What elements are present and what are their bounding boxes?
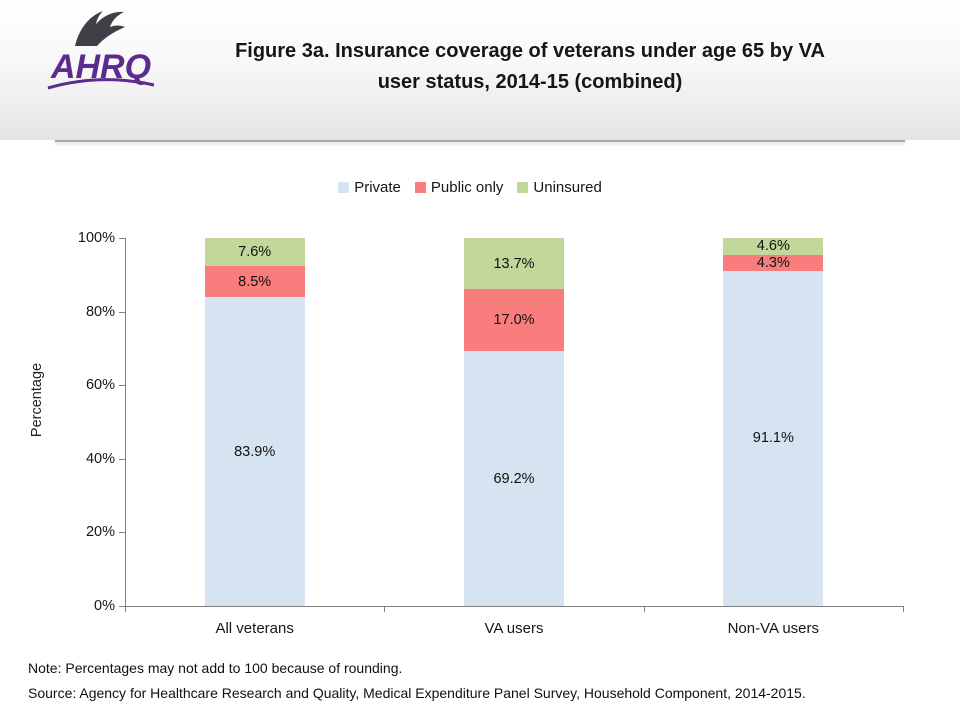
bar-value-label: 8.5% bbox=[238, 273, 272, 290]
y-tick-label: 20% bbox=[85, 524, 115, 540]
bar-value-label: 83.9% bbox=[234, 443, 276, 460]
bar-value-label: 17.0% bbox=[493, 312, 535, 329]
legend-swatch-icon bbox=[517, 181, 529, 193]
x-tick-mark bbox=[903, 606, 904, 612]
y-axis-line bbox=[125, 238, 126, 607]
y-tick-mark bbox=[119, 606, 125, 607]
chart-title-line1: Figure 3a. Insurance coverage of veteran… bbox=[235, 40, 825, 62]
x-tick-mark bbox=[384, 606, 385, 612]
legend-label: Private bbox=[354, 178, 401, 196]
legend-label: Public only bbox=[430, 178, 504, 196]
bar-segment-public-only bbox=[464, 288, 564, 352]
bar-segment-private bbox=[204, 297, 305, 606]
note-text: Note: Percentages may not add to 100 bec… bbox=[28, 660, 403, 676]
x-tick-mark bbox=[125, 606, 126, 612]
x-category-label: Non-VA users bbox=[727, 620, 820, 637]
source-text: Source: Agency for Healthcare Research a… bbox=[28, 685, 806, 701]
bar-segment-private bbox=[464, 351, 564, 606]
logo-swoosh bbox=[47, 78, 155, 90]
y-tick-label: 0% bbox=[94, 598, 115, 614]
x-category-label: VA users bbox=[484, 620, 544, 637]
y-tick-label: 100% bbox=[77, 230, 115, 246]
y-tick-label: 60% bbox=[85, 377, 115, 393]
chart-title: Figure 3a. Insurance coverage of veteran… bbox=[170, 36, 890, 98]
bar-value-label: 7.6% bbox=[238, 243, 272, 260]
y-tick-label: 80% bbox=[85, 304, 115, 320]
y-tick-mark bbox=[119, 459, 125, 460]
y-tick-mark bbox=[119, 312, 125, 313]
bar-segment-uninsured bbox=[464, 238, 564, 289]
header-banner: AHRQ Figure 3a. Insurance coverage of ve… bbox=[0, 0, 960, 140]
y-tick-mark bbox=[119, 238, 125, 239]
x-tick-mark bbox=[644, 606, 645, 612]
y-tick-mark bbox=[119, 385, 125, 386]
legend-item-public-only: Public only bbox=[414, 178, 504, 196]
bar-value-label: 4.6% bbox=[756, 238, 790, 255]
x-axis-line bbox=[125, 606, 904, 607]
bar-segment-public-only bbox=[723, 254, 824, 271]
bar-value-label: 4.3% bbox=[756, 254, 790, 271]
bar-segment-public-only bbox=[204, 265, 305, 298]
bar-value-label: 69.2% bbox=[493, 470, 535, 487]
y-tick-mark bbox=[119, 532, 125, 533]
legend-item-uninsured: Uninsured bbox=[517, 178, 602, 196]
bar-value-label: 91.1% bbox=[752, 430, 794, 447]
chart-title-line2: user status, 2014-15 (combined) bbox=[377, 71, 683, 93]
bar-segment-private bbox=[723, 270, 824, 606]
bar-segment-uninsured bbox=[723, 238, 824, 255]
legend-item-private: Private bbox=[338, 179, 401, 196]
chart-legend: Private Public only Uninsured bbox=[0, 178, 940, 196]
y-tick-label: 40% bbox=[85, 451, 115, 467]
ahrq-logo: AHRQ bbox=[40, 6, 162, 90]
x-category-label: All veterans bbox=[215, 620, 294, 637]
hhs-eagle-icon bbox=[75, 11, 125, 46]
legend-swatch-icon bbox=[338, 181, 350, 193]
bar-segment-uninsured bbox=[204, 238, 305, 266]
legend-label: Uninsured bbox=[533, 178, 602, 196]
bar-value-label: 13.7% bbox=[493, 255, 535, 272]
header-divider bbox=[55, 140, 905, 142]
legend-swatch-icon bbox=[414, 181, 426, 193]
